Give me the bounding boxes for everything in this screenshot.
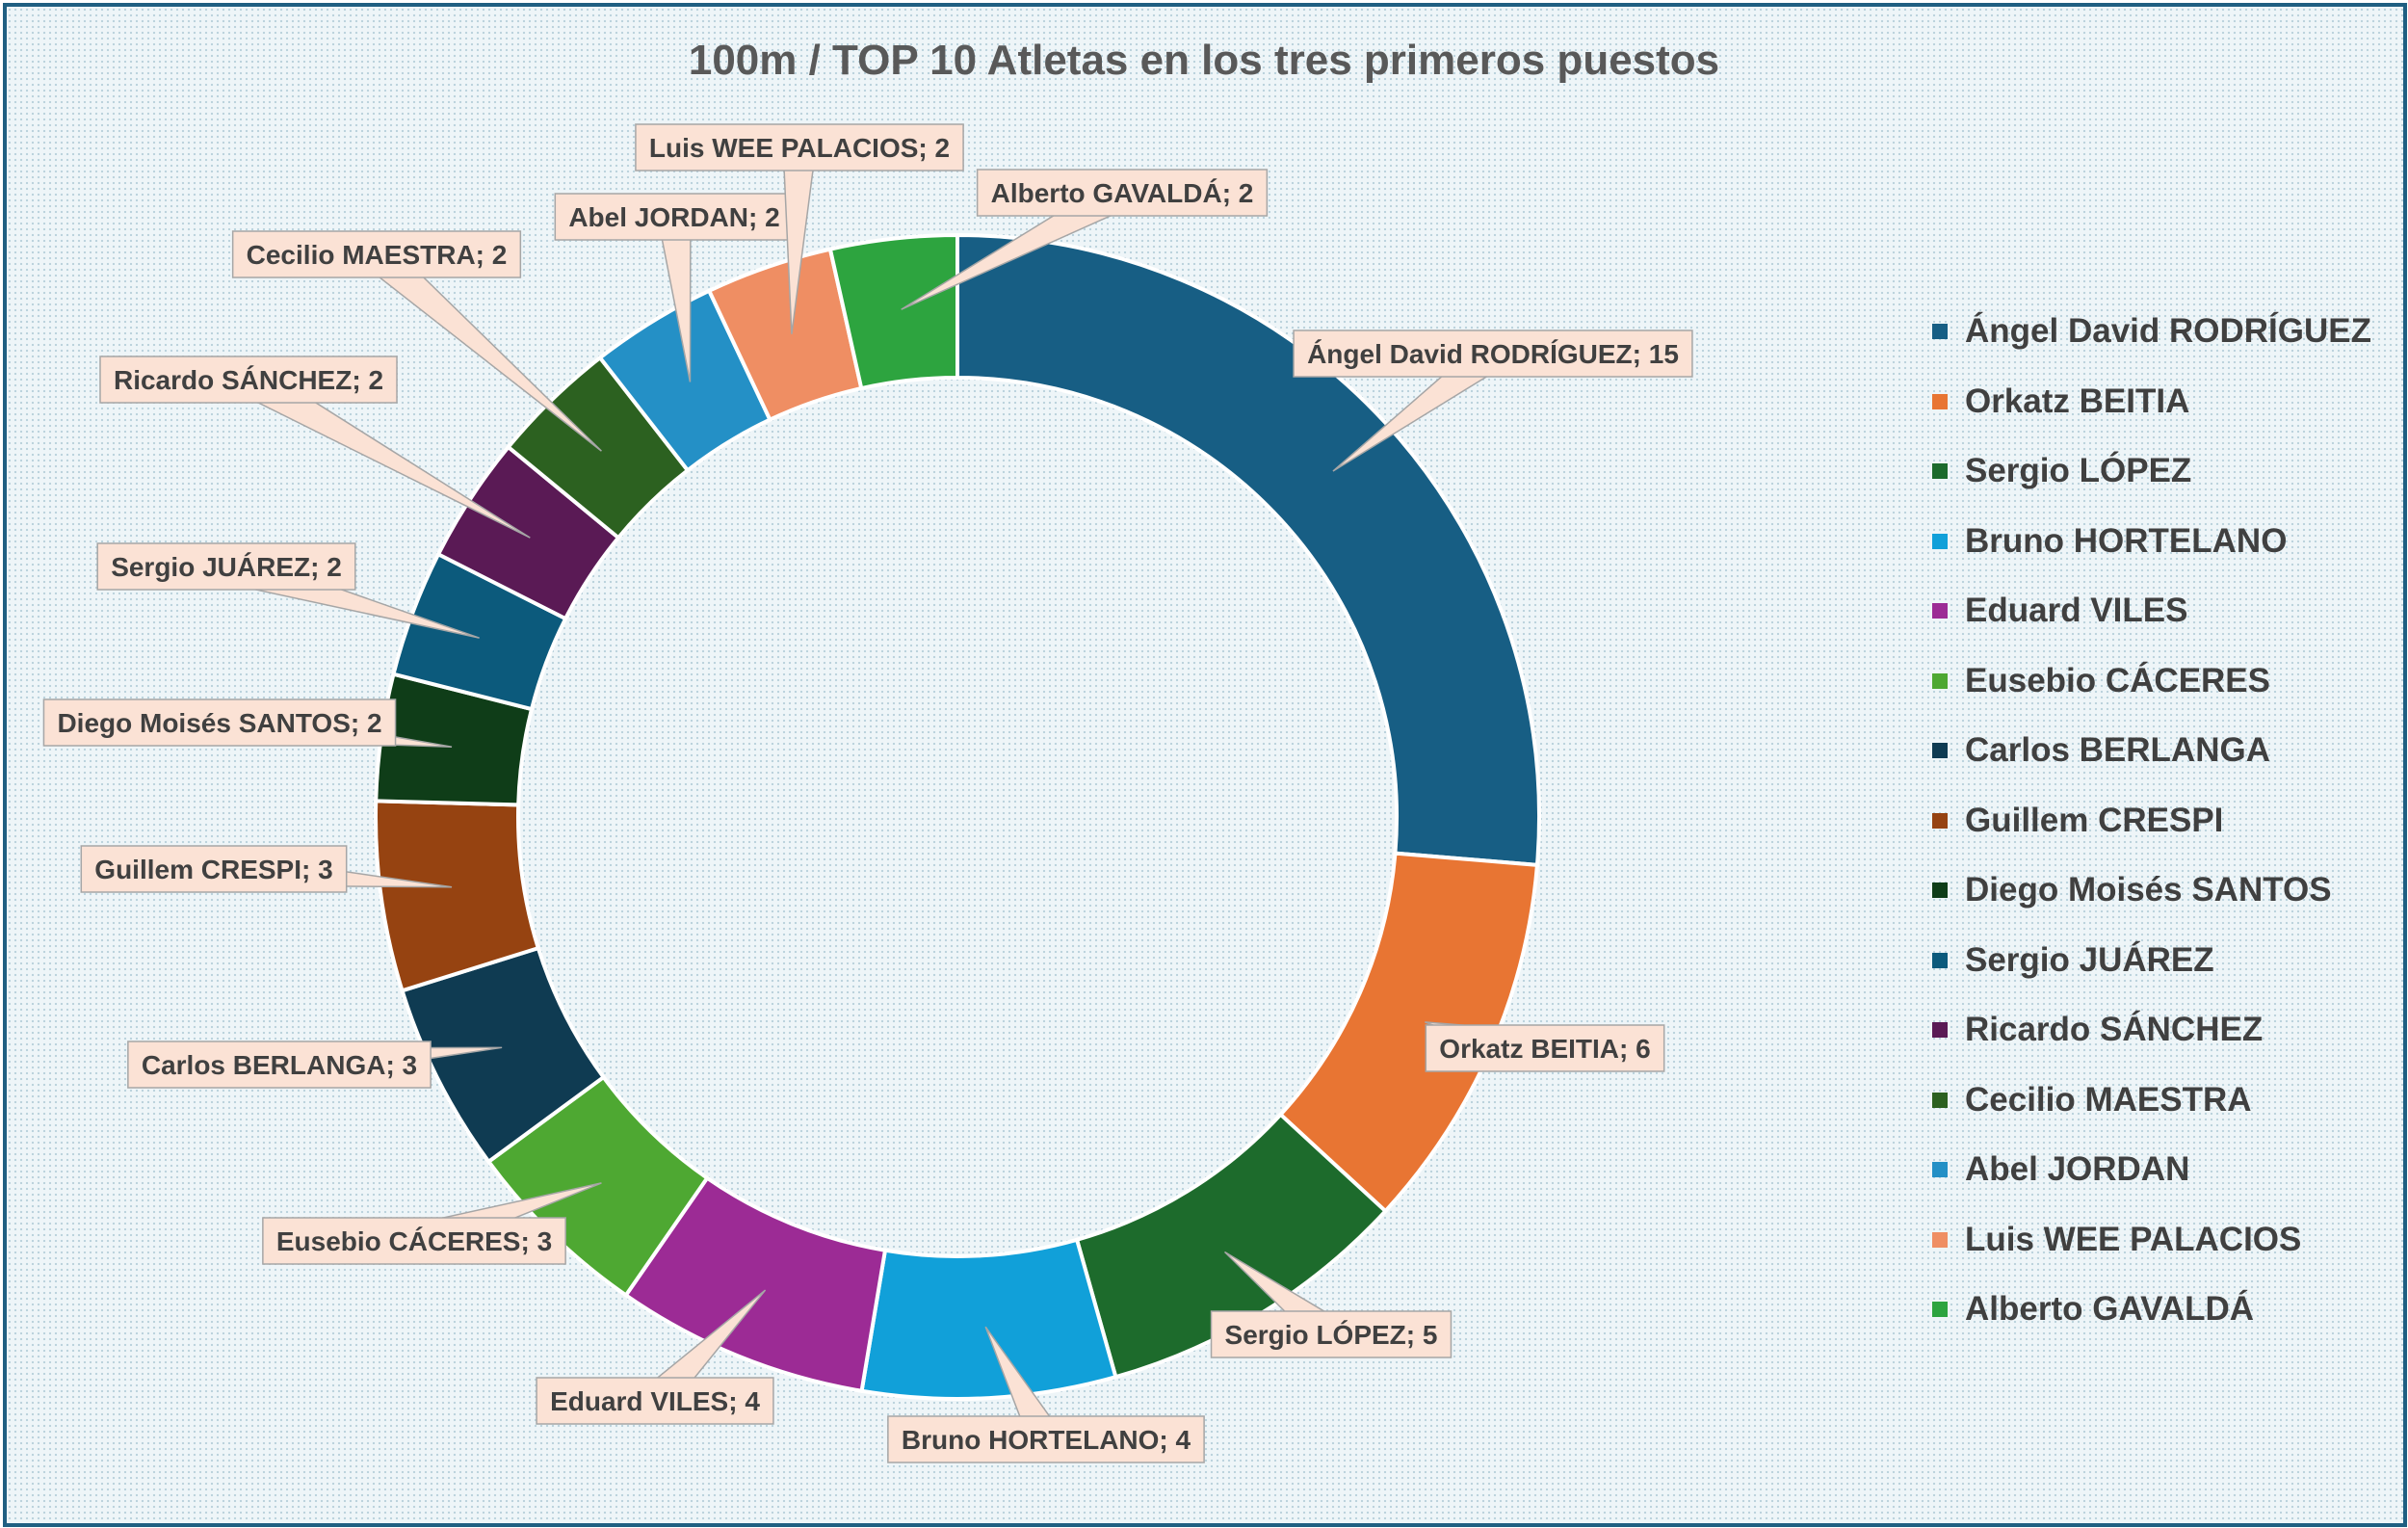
legend-item-eusebio-caceres[interactable]: Eusebio CÁCERES	[1932, 646, 2395, 717]
data-label-box	[231, 230, 522, 278]
legend-swatch	[1932, 883, 1948, 899]
legend-label: Eusebio CÁCERES	[1965, 661, 2270, 699]
data-label-box	[554, 193, 795, 241]
data-label-alberto-gavalda: Alberto GAVALDÁ; 2	[991, 178, 1254, 208]
legend: Ángel David RODRÍGUEZ Orkatz BEITIA Sergio…	[1932, 297, 2395, 1345]
data-label-sergio-lopez: Sergio LÓPEZ; 5	[1225, 1320, 1438, 1350]
legend-swatch	[1932, 743, 1948, 759]
legend-swatch	[1932, 463, 1948, 480]
legend-label: Sergio JUÁREZ	[1965, 940, 2214, 979]
data-label-box	[96, 542, 356, 591]
legend-swatch	[1932, 1022, 1948, 1039]
legend-swatch	[1932, 533, 1948, 549]
legend-label: Cecilio MAESTRA	[1965, 1080, 2252, 1119]
data-label-carlos-berlanga: Carlos BERLANGA; 3	[142, 1050, 417, 1080]
legend-swatch	[1932, 1092, 1948, 1108]
legend-label: Alberto GAVALDÁ	[1965, 1290, 2255, 1329]
legend-swatch	[1932, 1302, 1948, 1318]
chart-title: 100m / TOP 10 Atletas en los tres primer…	[688, 37, 1720, 84]
legend-item-angel-david-rodriguez[interactable]: Ángel David RODRÍGUEZ	[1932, 297, 2395, 367]
data-label-box	[536, 1377, 774, 1425]
legend-item-sergio-lopez[interactable]: Sergio LÓPEZ	[1932, 436, 2395, 507]
legend-label: Abel JORDAN	[1965, 1150, 2190, 1189]
legend-item-carlos-berlanga[interactable]: Carlos BERLANGA	[1932, 716, 2395, 786]
legend-label: Diego Moisés SANTOS	[1965, 871, 2332, 909]
legend-label: Eduard VILES	[1965, 592, 2188, 630]
data-label-angel-david-rodriguez: Ángel David RODRÍGUEZ; 15	[1307, 339, 1679, 369]
data-label-box	[127, 1041, 432, 1089]
legend-swatch	[1932, 1162, 1948, 1178]
data-label-sergio-juarez: Sergio JUÁREZ; 2	[111, 552, 342, 582]
legend-item-luis-wee-palacios[interactable]: Luis WEE PALACIOS	[1932, 1205, 2395, 1276]
legend-swatch	[1932, 952, 1948, 968]
legend-label: Carlos BERLANGA	[1965, 731, 2270, 770]
data-label-eusebio-caceres: Eusebio CÁCERES; 3	[276, 1226, 552, 1256]
legend-item-alberto-gavalda[interactable]: Alberto GAVALDÁ	[1932, 1275, 2395, 1345]
legend-item-bruno-hortelano[interactable]: Bruno HORTELANO	[1932, 507, 2395, 577]
slice-alberto-gavalda[interactable]	[827, 232, 959, 391]
legend-label: Ángel David RODRÍGUEZ	[1965, 312, 2371, 351]
data-label-box	[42, 698, 397, 747]
legend-swatch	[1932, 324, 1948, 340]
data-label-box	[80, 845, 348, 893]
legend-label: Orkatz BEITIA	[1965, 382, 2190, 420]
legend-item-abel-jordan[interactable]: Abel JORDAN	[1932, 1135, 2395, 1205]
legend-label: Luis WEE PALACIOS	[1965, 1220, 2302, 1258]
legend-item-orkatz-beitia[interactable]: Orkatz BEITIA	[1932, 367, 2395, 437]
legend-swatch	[1932, 1231, 1948, 1248]
legend-swatch	[1932, 672, 1948, 689]
data-label-orkatz-beitia: Orkatz BEITIA; 6	[1439, 1034, 1650, 1064]
legend-label: Ricardo SÁNCHEZ	[1965, 1011, 2264, 1049]
data-label-luis-wee-palacios: Luis WEE PALACIOS; 2	[649, 133, 950, 163]
data-label-bruno-hortelano: Bruno HORTELANO; 4	[902, 1425, 1191, 1455]
data-label-box	[1293, 329, 1693, 378]
legend-label: Guillem CRESPI	[1965, 801, 2224, 839]
data-label-eduard-viles: Eduard VILES; 4	[550, 1386, 760, 1416]
data-label-guillem-crespi: Guillem CRESPI; 3	[94, 855, 332, 884]
data-label-cecilio-maestra: Cecilio MAESTRA; 2	[247, 240, 508, 270]
legend-item-eduard-viles[interactable]: Eduard VILES	[1932, 576, 2395, 646]
legend-item-sergio-juarez[interactable]: Sergio JUÁREZ	[1932, 926, 2395, 996]
data-label-box	[1210, 1310, 1453, 1358]
data-label-box	[976, 169, 1269, 217]
slice-bruno-hortelano[interactable]	[859, 1237, 1118, 1401]
data-label-abel-jordan: Abel JORDAN; 2	[568, 202, 779, 232]
legend-item-cecilio-maestra[interactable]: Cecilio MAESTRA	[1932, 1066, 2395, 1136]
legend-item-guillem-crespi[interactable]: Guillem CRESPI	[1932, 786, 2395, 856]
data-label-box	[99, 356, 398, 404]
legend-label: Bruno HORTELANO	[1965, 521, 2288, 560]
legend-swatch	[1932, 393, 1948, 409]
legend-label: Sergio LÓPEZ	[1965, 452, 2192, 490]
data-label-ricardo-sanchez: Ricardo SÁNCHEZ; 2	[114, 365, 383, 395]
legend-item-diego-moises-santos[interactable]: Diego Moisés SANTOS	[1932, 856, 2395, 926]
legend-swatch	[1932, 812, 1948, 829]
data-label-diego-moises-santos: Diego Moisés SANTOS; 2	[57, 708, 381, 738]
slice-angel-david-rodriguez[interactable]	[955, 232, 1541, 868]
data-label-box	[635, 123, 964, 171]
data-label-box	[1425, 1024, 1665, 1072]
legend-swatch	[1932, 603, 1948, 619]
legend-item-ricardo-sanchez[interactable]: Ricardo SÁNCHEZ	[1932, 995, 2395, 1066]
data-label-box	[262, 1217, 566, 1265]
data-label-box	[887, 1415, 1205, 1463]
